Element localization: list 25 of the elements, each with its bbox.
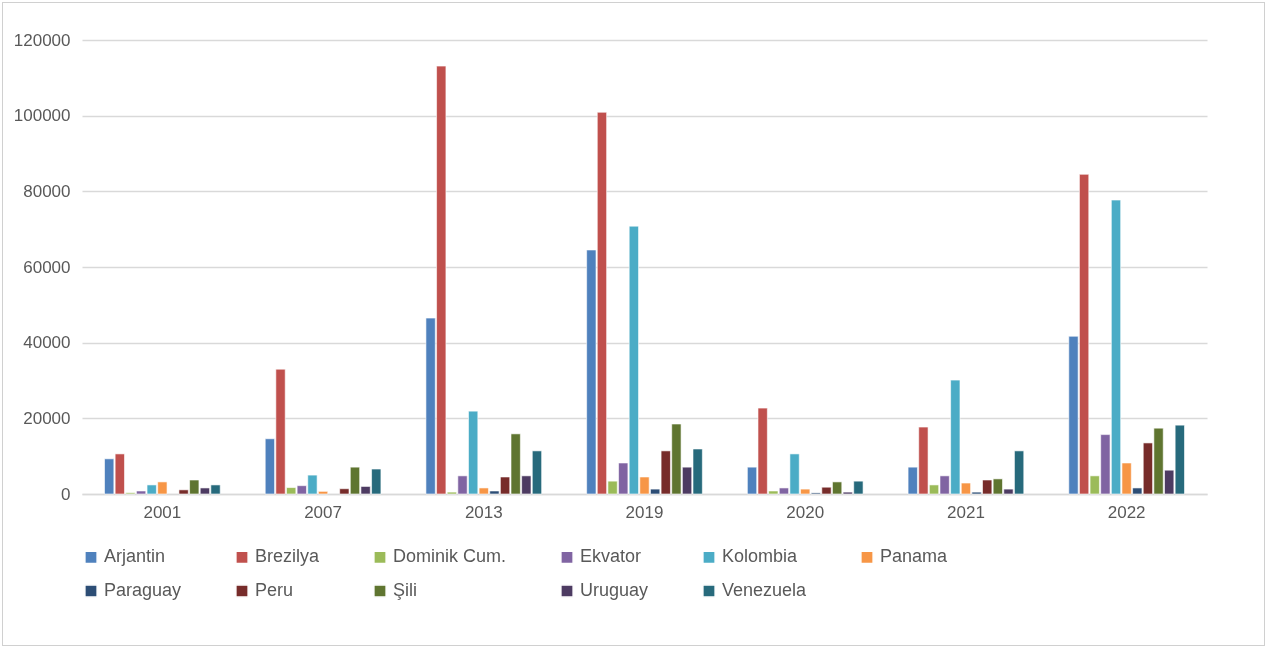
legend-label: Dominik Cum. <box>393 546 507 567</box>
legend-label: Kolombia <box>722 546 799 567</box>
y-tick-label: 120000 <box>13 30 71 50</box>
legend-label: Brezilya <box>255 546 321 567</box>
y-tick-label: 0 <box>61 484 71 504</box>
legend-label: Paraguay <box>104 580 182 600</box>
y-tick-label: 20000 <box>23 408 71 428</box>
legend-label: Ekvator <box>580 546 642 567</box>
y-tick-label: 40000 <box>23 333 71 353</box>
x-tick-label: 2013 <box>464 502 503 522</box>
legend-label: Venezuela <box>722 580 808 600</box>
legend-label: Panama <box>880 546 949 567</box>
legend-label: Şili <box>393 580 418 600</box>
x-tick-label: 2022 <box>1107 502 1146 522</box>
x-tick-label: 2007 <box>304 502 342 522</box>
y-tick-label: 80000 <box>23 181 71 201</box>
legend-label: Peru <box>255 580 294 600</box>
y-tick-label: 100000 <box>13 106 71 126</box>
x-tick-label: 2020 <box>786 502 825 522</box>
legend-label: Arjantin <box>104 546 166 567</box>
x-tick-label: 2021 <box>947 502 985 522</box>
x-tick-label: 2019 <box>625 502 664 522</box>
x-tick-label: 2001 <box>143 502 182 522</box>
y-tick-label: 60000 <box>23 257 71 277</box>
legend-label: Uruguay <box>580 580 649 600</box>
